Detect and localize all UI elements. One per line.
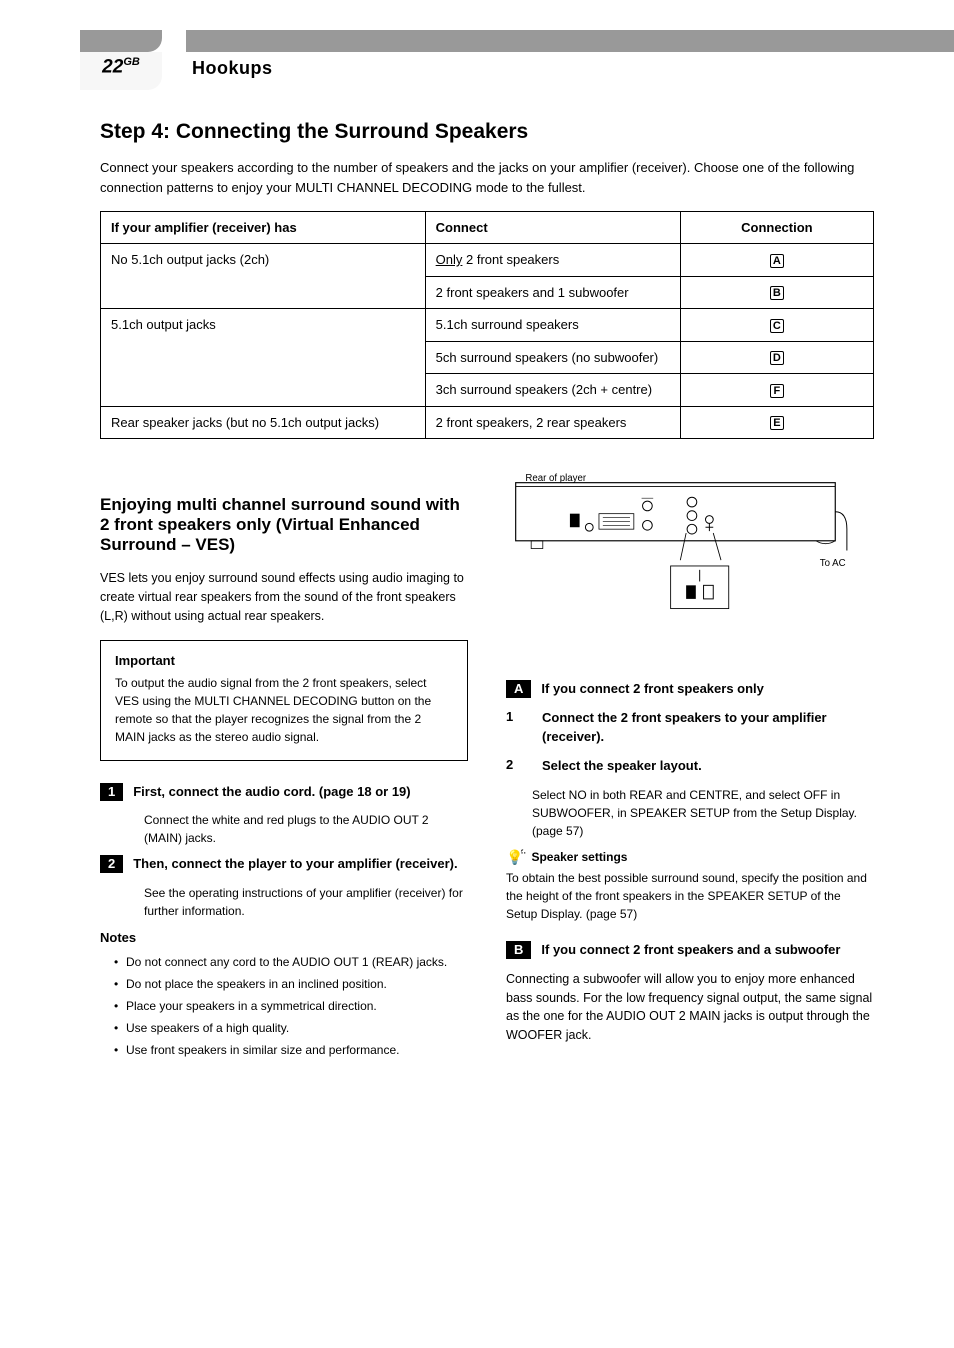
table-row: 5.1ch output jacks5.1ch surround speaker… [101,309,874,342]
connection-letter-box: F [770,384,784,398]
page-number-box: 22GB [80,52,162,90]
rear-panel-diagram: Rear of player To AC [506,473,874,662]
case-a-step2: 2 Select the speaker layout. [506,757,874,776]
step-num: 1 [506,709,532,724]
cell-connection-letter: F [680,374,873,407]
cell-connect: 5ch surround speakers (no subwoofer) [425,341,680,374]
important-box: Important To output the audio signal fro… [100,640,468,761]
section-title: Hookups [192,58,273,79]
cell-connect: 2 front speakers and 1 subwoofer [425,276,680,309]
case-b-badge: B [506,941,531,959]
important-text: To output the audio signal from the 2 fr… [115,674,453,746]
list-item: Do not place the speakers in an inclined… [114,975,468,993]
case-a-step2-note: Select NO in both REAR and CENTRE, and s… [532,786,874,840]
cell-connect: Only 2 front speakers [425,244,680,277]
ves-intro: VES lets you enjoy surround sound effect… [100,569,468,625]
step4-heading: Step 4: Connecting the Surround Speakers [100,120,874,144]
connection-letter-box: D [770,351,784,365]
left-step-1: 1 First, connect the audio cord. (page 1… [100,783,468,802]
case-a-row: A If you connect 2 front speakers only [506,680,874,699]
case-b-row: B If you connect 2 front speakers and a … [506,941,874,960]
cell-connection-letter: A [680,244,873,277]
case-a-step1: 1 Connect the 2 front speakers to your a… [506,709,874,747]
page-number: 22GB [102,56,140,78]
connection-letter-box: A [770,254,784,268]
notes-list: Do not connect any cord to the AUDIO OUT… [114,953,468,1059]
connection-letter-box: E [770,416,784,430]
case-a-badge: A [506,680,531,698]
cell-connection-letter: D [680,341,873,374]
connection-table: If your amplifier (receiver) has Connect… [100,211,874,439]
cell-connect: 5.1ch surround speakers [425,309,680,342]
cell-connection-letter: B [680,276,873,309]
list-item: Use speakers of a high quality. [114,1019,468,1037]
cell-amp: Rear speaker jacks (but no 5.1ch output … [101,406,426,439]
cell-connect: 2 front speakers, 2 rear speakers [425,406,680,439]
cell-connection-letter: E [680,406,873,439]
connection-letter-box: C [770,319,784,333]
ac-label: To AC [820,558,846,569]
cell-amp: 5.1ch output jacks [101,309,426,407]
step-text: Then, connect the player to your amplifi… [133,855,457,874]
right-column: Rear of player To AC A If you connect 2 … [506,469,874,1063]
case-b-body: Connecting a subwoofer will allow you to… [506,970,874,1045]
step-text: Select the speaker layout. [542,757,702,776]
left-step-2: 2 Then, connect the player to your ampli… [100,855,468,874]
page-number-value: 22 [102,56,123,77]
cell-connection-letter: C [680,309,873,342]
page-header: 22GB Hookups [100,30,874,90]
left-step2-note: See the operating instructions of your a… [144,884,468,920]
step-num: 2 [100,855,123,873]
hint-body: To obtain the best possible surround sou… [506,869,874,923]
connection-letter-box: B [770,286,784,300]
table-row: Rear speaker jacks (but no 5.1ch output … [101,406,874,439]
table-header-row: If your amplifier (receiver) has Connect… [101,212,874,244]
hint-title: Speaker settings [531,850,627,864]
table-row: No 5.1ch output jacks (2ch)Only 2 front … [101,244,874,277]
step-text: Connect the 2 front speakers to your amp… [542,709,874,747]
page-number-suffix: GB [123,56,140,68]
cell-connect: 3ch surround speakers (2ch + centre) [425,374,680,407]
left-column: Enjoying multi channel surround sound wi… [100,469,468,1063]
notes-heading: Notes [100,930,468,945]
case-b-title: If you connect 2 front speakers and a su… [541,941,840,960]
ves-heading: Enjoying multi channel surround sound wi… [100,495,468,555]
th-amp: If your amplifier (receiver) has [101,212,426,244]
important-title: Important [115,653,453,668]
cell-amp: No 5.1ch output jacks (2ch) [101,244,426,309]
left-step1-note: Connect the white and red plugs to the A… [144,811,468,847]
step-num: 1 [100,783,123,801]
list-item: Do not connect any cord to the AUDIO OUT… [114,953,468,971]
th-connect: Connect [425,212,680,244]
hint-row: 💡̈́ Speaker settings [506,850,874,865]
header-bar [186,30,954,52]
step-text: First, connect the audio cord. (page 18 … [133,783,410,802]
list-item: Use front speakers in similar size and p… [114,1041,468,1059]
header-pill [80,30,162,52]
case-a-title: If you connect 2 front speakers only [541,680,764,699]
lightbulb-icon: 💡̈́ [506,850,523,865]
list-item: Place your speakers in a symmetrical dir… [114,997,468,1015]
rear-label: Rear of player [525,473,587,484]
intro-text: Connect your speakers according to the n… [100,158,874,197]
step-num: 2 [506,757,532,772]
th-connection: Connection [680,212,873,244]
